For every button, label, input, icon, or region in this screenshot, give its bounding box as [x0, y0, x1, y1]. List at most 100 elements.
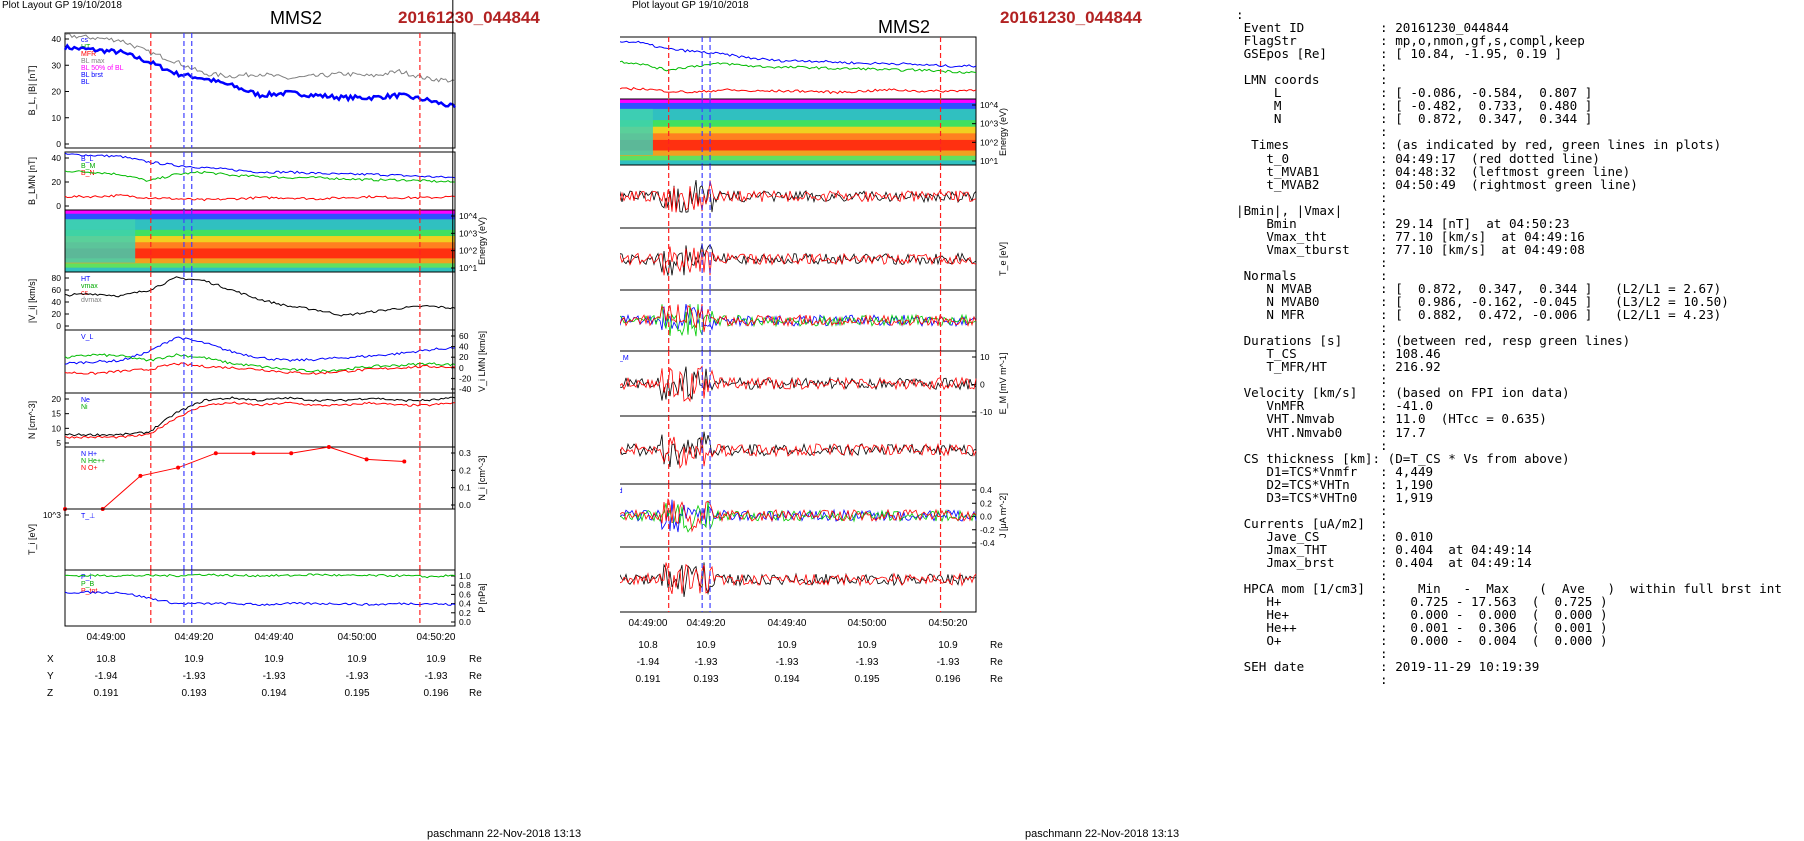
info-line: T_MFR/HT : 216.92: [1236, 359, 1441, 375]
left-heat-band: [65, 263, 455, 269]
left-heat-band: [65, 213, 455, 220]
info-line: t_0 : 04:49:17 (red dotted line): [1236, 150, 1600, 166]
left-series-line: [64, 276, 456, 317]
info-line: :: [1236, 320, 1388, 336]
left-ytick-label: -20: [459, 373, 472, 383]
left-ytick-label: 20: [52, 87, 62, 97]
left-ytick-label: 20: [52, 394, 62, 404]
left-legend-entry: N H+: [81, 451, 97, 458]
left-pos-row-name: Z: [47, 688, 53, 699]
left-series-line: [64, 396, 456, 437]
left-ytick-label: 60: [459, 331, 469, 341]
left-ytick-label: 10: [52, 423, 62, 433]
left-legend-entry: B_L: [81, 156, 94, 163]
left-ytick-label: 0.3: [459, 448, 471, 458]
mid-ytick-label: -0.2: [980, 525, 995, 535]
left-legend-entry: vmax: [81, 283, 98, 290]
left-pos-value: 0.195: [344, 688, 369, 699]
left-ylabel: B_LMN [nT]: [27, 157, 37, 205]
info-line: :: [1236, 372, 1388, 388]
info-line: :: [1236, 59, 1388, 75]
left-ylabel: P [nPa]: [477, 583, 487, 612]
left-pos-row-name: X: [47, 654, 54, 665]
mid-pos-value: 0.194: [774, 674, 799, 685]
left-legend-entry: T_⊥: [81, 513, 95, 520]
mid-burst-trace: [620, 246, 977, 276]
left-series-line: [64, 573, 456, 579]
left-heat-band: [65, 248, 455, 259]
left-frame: [64, 32, 456, 149]
event-info-panel: : Event ID : 20161230_044844 FlagStr : m…: [1236, 8, 1796, 808]
info-line: :: [1236, 437, 1388, 453]
left-frame: [64, 569, 456, 627]
mid-heat-band: [620, 139, 976, 151]
info-line: Durations [s] : (between red, resp green…: [1236, 333, 1631, 349]
mid-panel-5: 420-2-4-6E_LMN [mV m^-1]E_LE_ME_N: [620, 289, 977, 352]
info-line: Times : (as indicated by red, green line…: [1236, 137, 1722, 153]
left-legend-entry: BL: [81, 79, 90, 86]
mid-pos-value: 10.8: [638, 640, 658, 651]
left-heat-band: [65, 236, 455, 243]
left-frame: [64, 271, 456, 331]
mid-heat-band: [620, 126, 976, 134]
mid-pos-value: -1.93: [776, 657, 799, 668]
left-pos-value: 10.8: [96, 654, 116, 665]
left-time-label: 04:50:00: [338, 632, 377, 643]
left-ytick-label: 0.6: [459, 589, 471, 599]
left-legend-entry: HT: [81, 276, 91, 283]
left-series-line: [65, 0, 454, 510]
info-line: Event ID : 20161230_044844: [1236, 20, 1509, 36]
left-legend-entry: P_tot: [81, 588, 97, 595]
mid-heat-band: [620, 108, 976, 121]
left-ytick-label: 80: [52, 273, 62, 283]
left-ytick-label: 60: [52, 285, 62, 295]
mid-series-line: [620, 86, 977, 95]
left-heat-band: [65, 267, 455, 273]
mid-ytick-label: 10^4: [980, 100, 998, 110]
left-ytick-label: 40: [459, 342, 469, 352]
left-heat-band: [65, 210, 455, 215]
left-ytick-label: 0.4: [459, 599, 471, 609]
mid-ylabel: E_M [mV m^-1]: [998, 353, 1008, 415]
info-line: Vmax_tburst : 77.10 [km/s] at 04:49:08: [1236, 241, 1585, 257]
info-line: L : [ -0.086, -0.584, 0.807 ]: [1236, 85, 1593, 101]
mid-heat-band: [620, 102, 976, 110]
left-pos-value: 0.196: [423, 688, 448, 699]
left-pos-value: -1.93: [346, 671, 369, 682]
left-ylabel: |V_i| [km/s]: [27, 279, 37, 323]
info-line: VnMFR : -41.0: [1236, 398, 1434, 414]
left-ytick-label: 5: [56, 438, 61, 448]
left-layout-header: Plot Layout GP 19/10/2018: [2, 0, 122, 11]
left-series-point: [176, 465, 181, 470]
info-line: t_MVAB1 : 04:48:32 (leftmost green line): [1236, 163, 1631, 179]
info-line: SEH date : 2019-11-29 10:19:39: [1236, 659, 1540, 675]
info-line: Jmax_THT : 0.404 at 04:49:14: [1236, 541, 1532, 557]
left-time-label: 04:49:20: [175, 632, 214, 643]
left-frame: [64, 329, 456, 394]
left-heat-band: [65, 258, 455, 264]
info-line: N MVAB : [ 0.872, 0.347, 0.344 ] (L2/L1 …: [1236, 280, 1722, 296]
mid-pos-value: 10.9: [938, 640, 958, 651]
left-panel-9: 1.00.80.60.40.20.0 P [nPa] P_iP_BP_tot: [64, 569, 487, 627]
left-series-line: [64, 170, 456, 183]
left-ylabel: Energy (eV): [477, 217, 487, 265]
info-line: :: [1236, 672, 1388, 688]
left-series-point: [213, 451, 218, 456]
info-line: T_CS : 108.46: [1236, 346, 1441, 362]
left-ytick-label: 15: [52, 409, 62, 419]
left-ytick-label: 0.1: [459, 483, 471, 493]
mid-heat-band: [620, 150, 976, 157]
left-ylabel: T_i [eV]: [27, 524, 37, 555]
left-legend-entry: N O+: [81, 465, 98, 472]
left-ytick-label: 0.2: [459, 608, 471, 618]
mid-ylabel: J [μA m^-2]: [998, 493, 1008, 538]
mid-pos-value: -1.93: [695, 657, 718, 668]
left-ytick-label: 10^3: [459, 228, 477, 238]
info-line: :: [1236, 568, 1388, 584]
mid-time-label: 04:49:20: [687, 618, 726, 629]
left-series-line: [64, 401, 456, 439]
info-line: N : [ 0.872, 0.347, 0.344 ]: [1236, 111, 1593, 127]
